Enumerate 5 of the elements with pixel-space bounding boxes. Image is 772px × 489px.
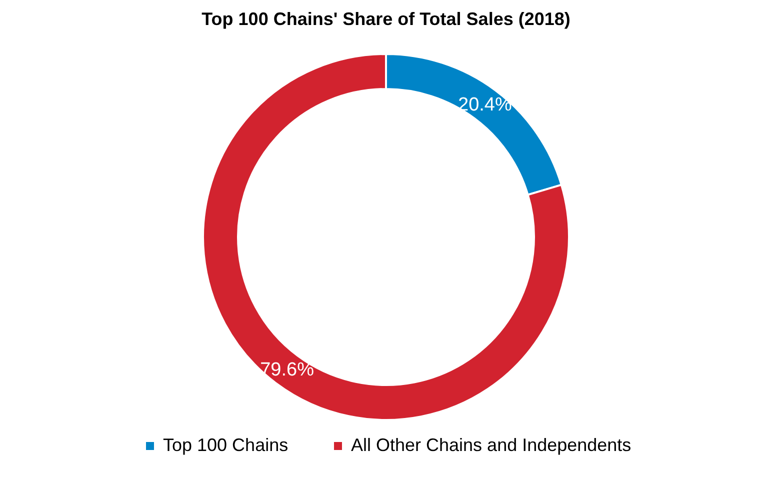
chart-title: Top 100 Chains' Share of Total Sales (2018)	[202, 9, 570, 29]
data-label: 79.6%	[260, 360, 314, 381]
legend-label: Top 100 Chains	[163, 435, 288, 455]
legend-label: All Other Chains and Independents	[351, 435, 632, 455]
donut-slice	[202, 53, 570, 421]
